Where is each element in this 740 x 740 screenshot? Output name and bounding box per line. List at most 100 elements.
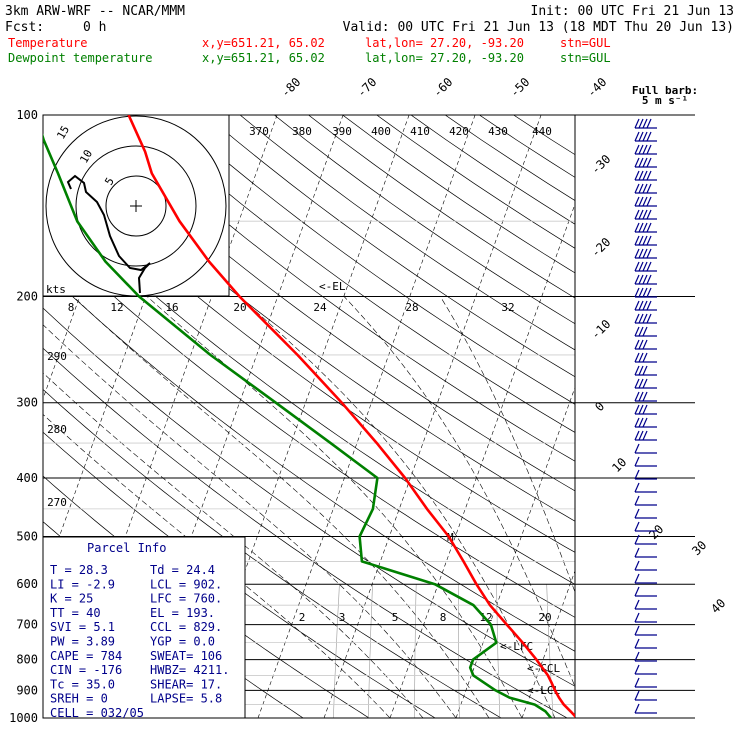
barb-flag	[634, 183, 640, 194]
pressure-tick-label: 600	[16, 577, 38, 591]
parcel-row-left: SVI = 5.1	[50, 620, 115, 634]
parcel-row-left: CELL = 032/05	[50, 706, 144, 720]
isotherm	[389, 203, 575, 718]
barb-flag	[634, 274, 640, 285]
barb-flag	[634, 443, 640, 454]
barb-flag	[646, 235, 652, 246]
barb-flag	[646, 300, 652, 311]
isotherm-label: 0	[592, 399, 607, 414]
temp-xy: x,y=651.21, 65.02	[202, 36, 325, 50]
parcel-row-left: CIN = -176	[50, 663, 122, 677]
parcel-row-left: LI = -2.9	[50, 577, 115, 591]
isotherm-label: -70	[354, 75, 379, 100]
dry-adiabat	[445, 115, 575, 201]
parcel-row-left: K = 25	[50, 592, 93, 606]
barb-flag	[634, 664, 640, 675]
barb-flag	[634, 313, 640, 324]
theta-label: 390	[332, 125, 352, 138]
barb-flag	[638, 261, 644, 272]
barb-flag	[642, 339, 648, 350]
wind-barb-column: Full barb:5 m s⁻¹	[632, 84, 698, 714]
barb-flag	[634, 703, 640, 714]
series-line-dew	[43, 133, 552, 718]
pressure-tick-label: 900	[16, 683, 38, 697]
isotherm-label: -80	[278, 75, 303, 100]
dew-latlon: lat,lon= 27.20, -93.20	[365, 51, 524, 65]
parcel-row-right: LCL = 902.	[150, 577, 222, 591]
mixing-ratio-low-label: 5	[392, 611, 399, 624]
barb-flag	[634, 391, 640, 402]
barb-flag	[634, 638, 640, 649]
barb-flag	[638, 131, 644, 142]
theta-label: 440	[532, 125, 552, 138]
barb-flag	[638, 274, 644, 285]
barb-flag	[642, 196, 648, 207]
barb-flag	[634, 690, 640, 701]
barb-flag	[638, 144, 644, 155]
barb-flag	[638, 248, 644, 259]
barb-flag	[638, 170, 644, 181]
hodograph-ring-label: 10	[77, 148, 95, 166]
moist-adiabat	[239, 296, 556, 718]
parcel-row-left: PW = 3.89	[50, 635, 115, 649]
barb-flag	[638, 430, 644, 441]
barb-flag	[646, 261, 652, 272]
hodograph-ring-label: 15	[54, 124, 72, 142]
barb-flag	[646, 118, 652, 129]
mixing-ratio-label: 20	[233, 301, 246, 314]
parcel-info-title: Parcel Info	[87, 541, 166, 555]
legend-temperature: Temperature	[8, 36, 87, 50]
barb-flag	[642, 430, 648, 441]
pressure-tick-label: 800	[16, 653, 38, 667]
theta-label: 400	[371, 125, 391, 138]
barb-flag	[634, 170, 640, 181]
pressure-tick-label: 400	[16, 471, 38, 485]
barb-flag	[646, 248, 652, 259]
mixing-ratio-low-label: 2	[299, 611, 306, 624]
barb-flag	[634, 144, 640, 155]
barb-flag	[638, 365, 644, 376]
forecast-hour: 0 h	[83, 20, 106, 35]
mixing-ratio-label: 12	[110, 301, 123, 314]
barb-flag	[646, 274, 652, 285]
pressure-tick-label: 1000	[9, 711, 38, 725]
temp-latlon: lat,lon= 27.20, -93.20	[365, 36, 524, 50]
mixing-ratio-line	[333, 584, 340, 718]
isotherm-label: -10	[588, 317, 613, 342]
dry-adiabat	[513, 115, 575, 156]
barb-flag	[638, 404, 644, 415]
barb-flag	[634, 573, 640, 584]
parcel-row-left: TT = 40	[50, 606, 101, 620]
barb-flag	[634, 222, 640, 233]
mixing-ratio-low-label: 8	[440, 611, 447, 624]
barb-flag	[638, 183, 644, 194]
isotherm-label: 30	[689, 538, 709, 558]
barb-flag	[646, 209, 652, 220]
barb-flag	[646, 313, 652, 324]
barb-flag	[642, 144, 648, 155]
dew-xy: x,y=651.21, 65.02	[202, 51, 325, 65]
isotherm-label: 10	[609, 455, 629, 475]
barb-flag	[634, 235, 640, 246]
barb-flag	[642, 118, 648, 129]
barb-flag	[642, 417, 648, 428]
isotherm-label: -50	[507, 75, 532, 100]
mixing-ratio-label: 16	[165, 301, 178, 314]
barb-flag	[634, 469, 640, 480]
isotherm-label: 20	[646, 522, 666, 542]
mixing-ratio-label: 8	[68, 301, 75, 314]
barb-flag	[638, 222, 644, 233]
moist-adiabat	[440, 296, 575, 593]
barb-flag	[634, 352, 640, 363]
barb-flag	[646, 157, 652, 168]
parcel-row-right: HWBZ= 4211.	[150, 663, 229, 677]
mixing-ratio-line	[414, 584, 417, 718]
barb-flag	[642, 261, 648, 272]
barb-flag	[642, 287, 648, 298]
pressure-tick-label: 200	[16, 290, 38, 304]
isotherm	[257, 115, 476, 718]
barb-flag	[634, 365, 640, 376]
barb-flag	[634, 495, 640, 506]
isotherm-label: -60	[430, 75, 455, 100]
